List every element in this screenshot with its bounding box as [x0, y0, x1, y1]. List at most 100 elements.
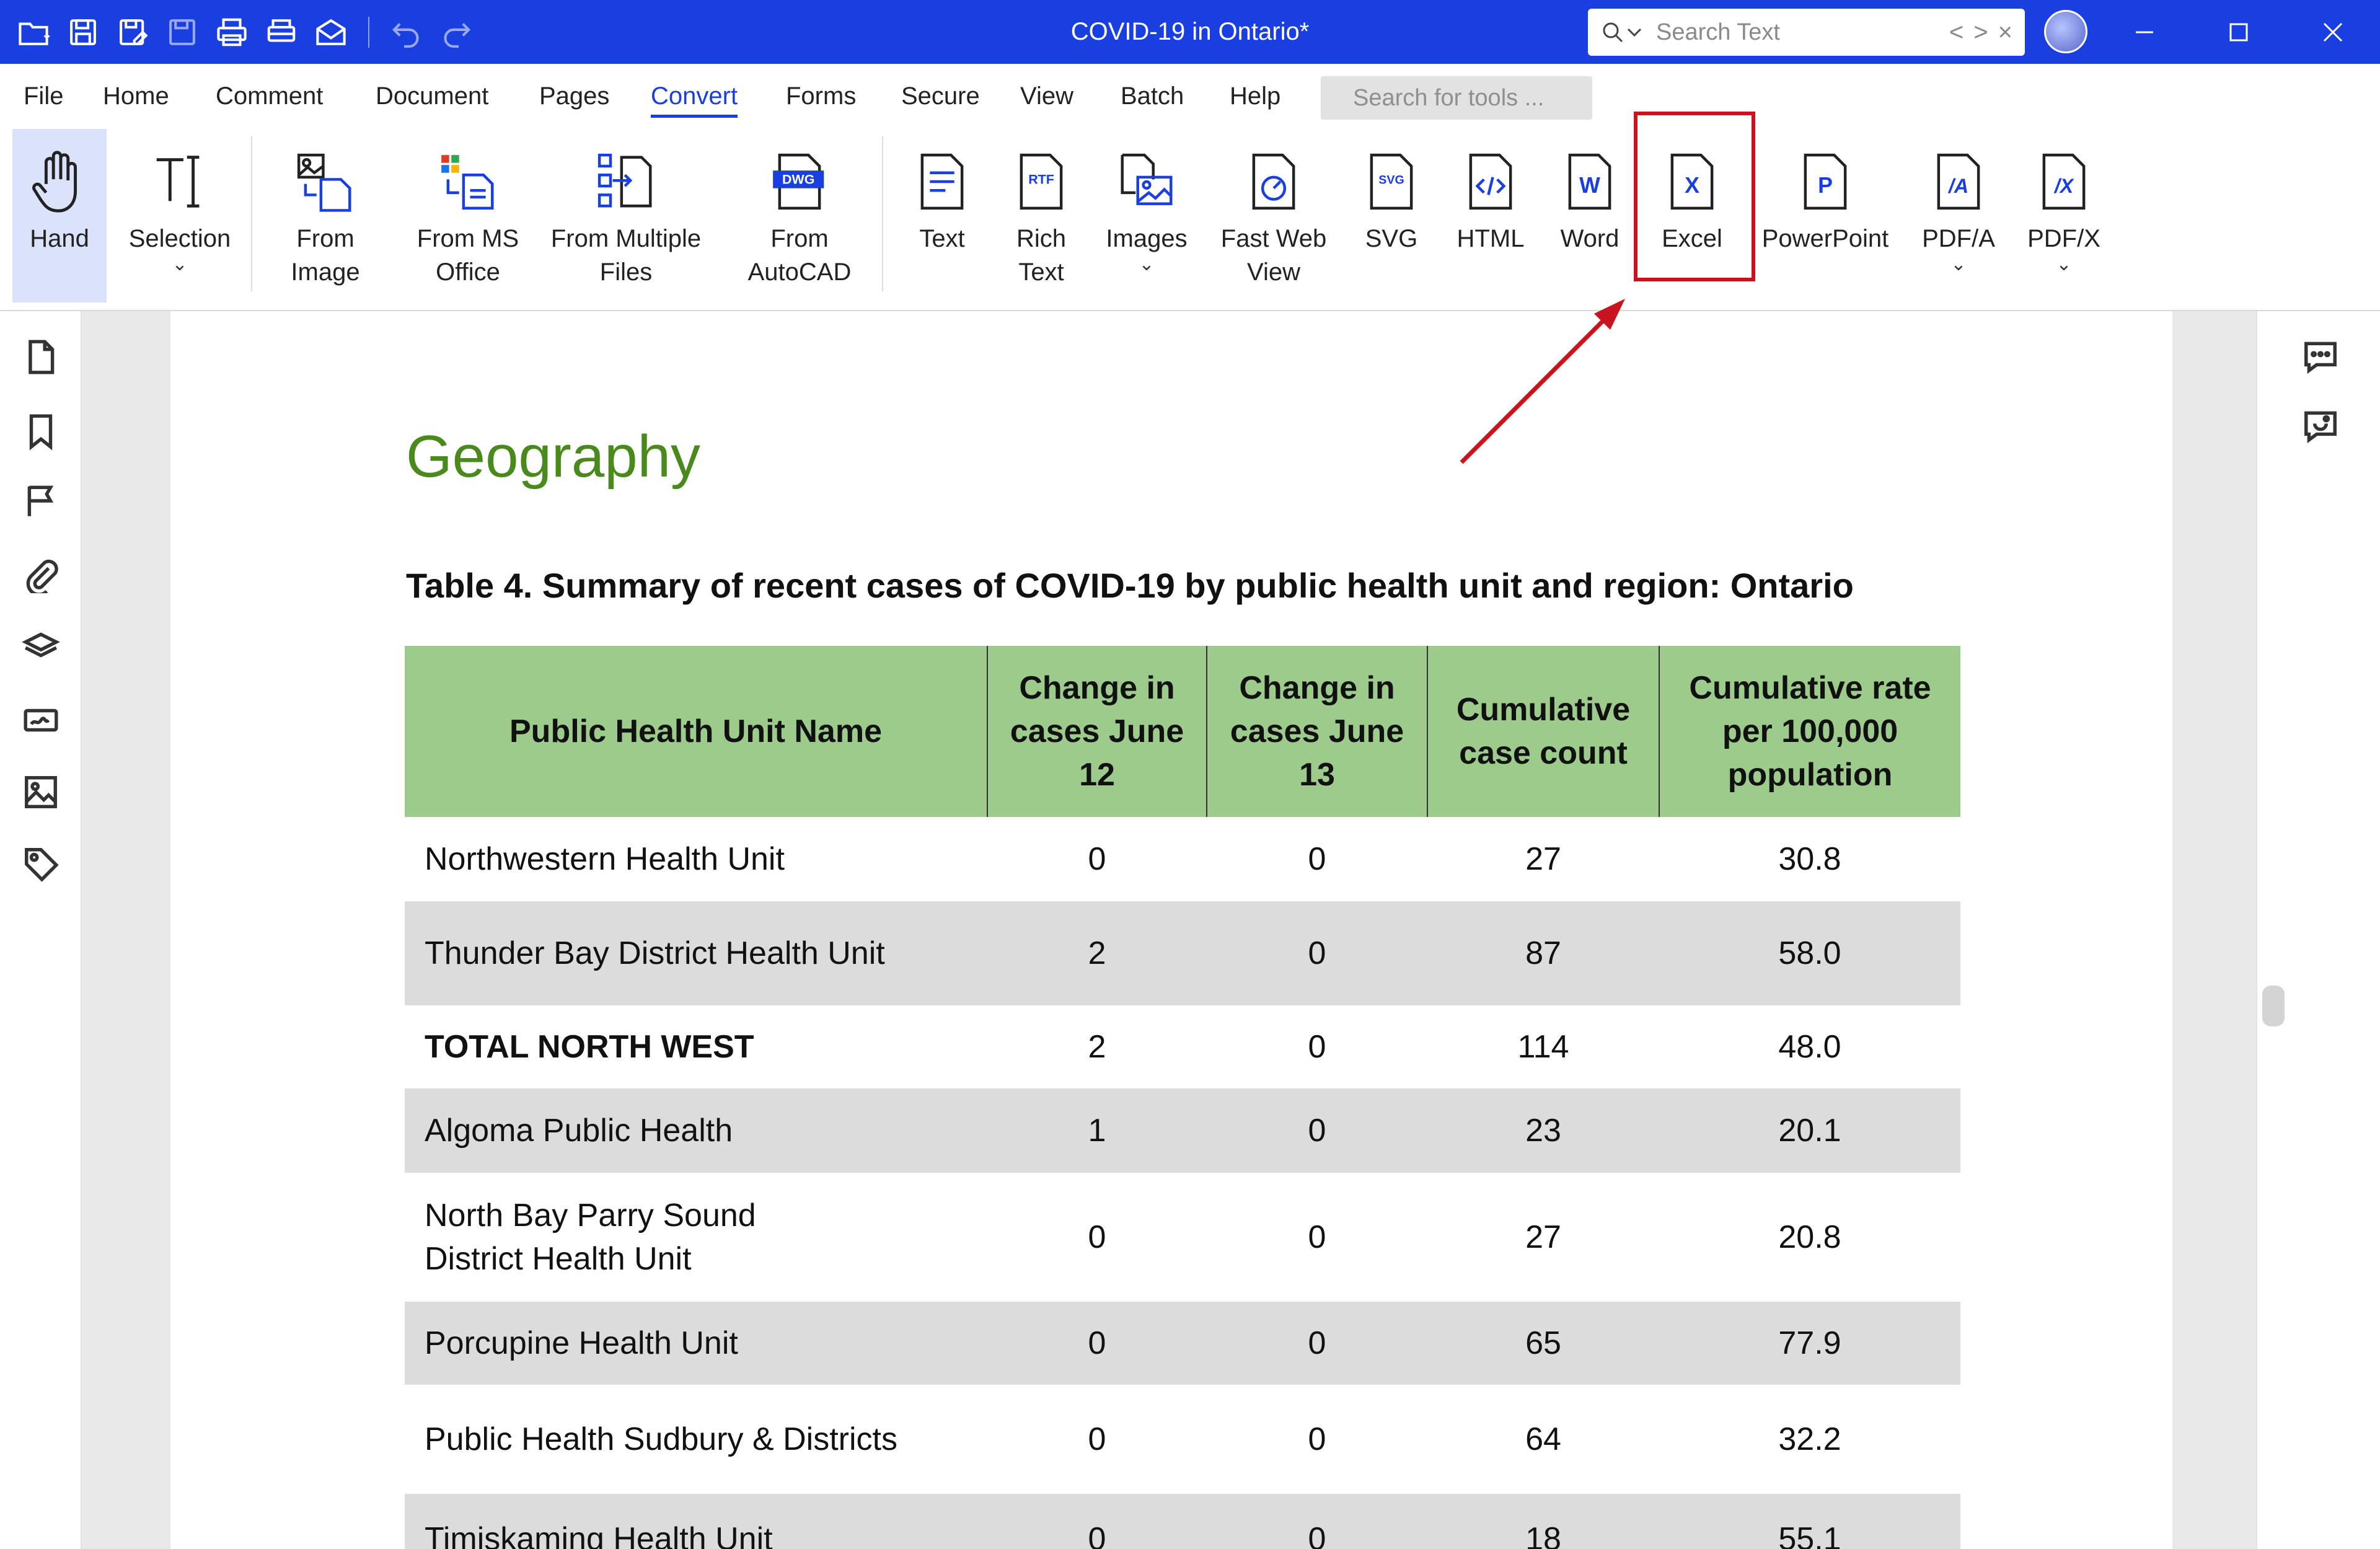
to-word-button[interactable]: W Word: [1546, 129, 1633, 302]
maximize-button[interactable]: [2202, 0, 2276, 64]
avatar[interactable]: [2044, 10, 2087, 53]
chevron-down-icon: ⌄: [1139, 254, 1155, 275]
save-as-icon[interactable]: [108, 7, 157, 57]
table-cell: 2: [1088, 1029, 1106, 1065]
menu-file[interactable]: File: [24, 82, 64, 110]
hand-tool-button[interactable]: Hand: [12, 129, 107, 302]
chevron-down-icon: ⌄: [2056, 254, 2072, 275]
signature-icon[interactable]: [20, 699, 62, 741]
search-next-icon[interactable]: >: [1973, 18, 1988, 46]
table-cell: 0: [1308, 841, 1326, 877]
table-cell: 87: [1427, 901, 1659, 1005]
table-row: Public Health Sudbury & Districts 0 0 64…: [405, 1385, 1960, 1494]
image-icon[interactable]: [20, 771, 62, 813]
table-cell: Northwestern Health Unit: [425, 841, 785, 877]
search-prev-icon[interactable]: <: [1949, 18, 1964, 46]
convert-ribbon: Hand Selection ⌄ From Image From MS Offi…: [0, 124, 2380, 311]
minimize-button[interactable]: [2107, 0, 2182, 64]
images-icon: [1109, 141, 1184, 222]
menu-home[interactable]: Home: [103, 82, 169, 110]
table-cell: 0: [1088, 1219, 1106, 1255]
to-powerpoint-button[interactable]: P PowerPoint: [1757, 129, 1893, 302]
table-cell: North Bay Parry Sound District Health Un…: [425, 1198, 756, 1277]
pointer-arrow-annotation: [1460, 299, 1625, 464]
section-heading: Geography: [406, 423, 700, 490]
excel-highlight-annotation: [1634, 112, 1755, 281]
table-cell: 0: [1308, 1421, 1326, 1457]
from-autocad-button[interactable]: DWG From AutoCAD: [731, 129, 868, 302]
menu-document[interactable]: Document: [376, 82, 489, 110]
menu-view[interactable]: View: [1020, 82, 1073, 110]
office-to-pdf-icon: [431, 141, 505, 222]
flag-icon[interactable]: [20, 480, 62, 522]
tag-icon[interactable]: [20, 843, 62, 885]
svg-text:SVG: SVG: [1378, 174, 1404, 187]
to-text-button[interactable]: Text: [899, 129, 985, 302]
table-cell: 0: [987, 1302, 1207, 1385]
from-multiple-files-button[interactable]: From Multiple Files: [545, 129, 707, 302]
menu-forms[interactable]: Forms: [786, 82, 857, 110]
hand-icon: [22, 141, 97, 222]
html-file-icon: [1453, 141, 1528, 222]
print-icon[interactable]: [207, 7, 257, 57]
scan-icon[interactable]: [257, 7, 306, 57]
svg-text:RTF: RTF: [1028, 172, 1054, 187]
open-folder-icon[interactable]: [9, 7, 58, 57]
selection-tool-button[interactable]: Selection ⌄: [118, 129, 242, 302]
rtf-file-icon: RTF: [1004, 141, 1078, 222]
menu-batch[interactable]: Batch: [1121, 82, 1184, 110]
search-text-box[interactable]: Search Text < > ×: [1588, 9, 2025, 56]
page-thumbnails-icon[interactable]: [20, 336, 62, 378]
menu-comment[interactable]: Comment: [216, 82, 324, 110]
table-row: North Bay Parry Sound District Health Un…: [405, 1173, 1960, 1302]
table-cell: Porcupine Health Unit: [405, 1302, 987, 1385]
attachment-icon[interactable]: [20, 553, 62, 595]
search-close-icon[interactable]: ×: [1998, 18, 2012, 46]
column-header: Change in cases June 13: [1206, 646, 1427, 817]
chevron-down-icon: ⌄: [172, 254, 188, 275]
to-pdfx-button[interactable]: /X PDF/X ⌄: [2017, 129, 2110, 302]
fast-web-view-button[interactable]: Fast Web View: [1212, 129, 1336, 302]
title-bar: COVID-19 in Ontario* Search Text < > ×: [0, 0, 2380, 64]
undo-icon[interactable]: [382, 7, 431, 57]
to-images-button[interactable]: Images ⌄: [1097, 129, 1196, 302]
close-button[interactable]: [2296, 0, 2370, 64]
table-cell: 65: [1427, 1302, 1659, 1385]
menu-convert[interactable]: Convert: [651, 82, 738, 118]
redo-icon[interactable]: [431, 7, 481, 57]
svg-text:P: P: [1818, 173, 1833, 198]
bookmark-icon[interactable]: [20, 410, 62, 452]
table-row: Timiskaming Health Unit 0 0 18 55.1: [405, 1494, 1960, 1549]
table-cell: 55.1: [1659, 1494, 1960, 1549]
from-image-button[interactable]: From Image: [267, 129, 384, 302]
table-cell: 114: [1517, 1029, 1569, 1065]
menu-help[interactable]: Help: [1230, 82, 1281, 110]
layers-icon[interactable]: [20, 625, 62, 667]
to-html-button[interactable]: HTML: [1447, 129, 1534, 302]
pdfx-file-icon: /X: [2027, 141, 2101, 222]
save-disabled-icon[interactable]: [157, 7, 207, 57]
table-cell: 20.8: [1778, 1219, 1841, 1255]
comment-icon[interactable]: [2299, 336, 2342, 378]
to-svg-button[interactable]: SVG SVG: [1348, 129, 1435, 302]
email-icon[interactable]: [306, 7, 356, 57]
save-icon[interactable]: [58, 7, 108, 57]
menu-secure[interactable]: Secure: [901, 82, 980, 110]
table-cell: Algoma Public Health: [405, 1088, 987, 1173]
from-ms-office-button[interactable]: From MS Office: [406, 129, 530, 302]
vertical-scrollbar[interactable]: [2262, 986, 2285, 1026]
table-cell: 58.0: [1659, 901, 1960, 1005]
table-cell: Thunder Bay District Health Unit: [405, 901, 987, 1005]
tool-search-input[interactable]: Search for tools ...: [1321, 76, 1592, 120]
ai-assistant-icon[interactable]: [2299, 405, 2342, 448]
menu-pages[interactable]: Pages: [539, 82, 610, 110]
column-header: Cumulative case count: [1427, 646, 1659, 817]
document-title: COVID-19 in Ontario*: [1070, 18, 1310, 45]
to-pdfa-button[interactable]: /A PDF/A ⌄: [1912, 129, 2005, 302]
svg-file-icon: SVG: [1354, 141, 1429, 222]
to-rich-text-button[interactable]: RTF Rich Text: [998, 129, 1085, 302]
search-input[interactable]: Search Text: [1656, 19, 1780, 45]
chevron-down-icon[interactable]: [1625, 23, 1644, 42]
to-excel-button[interactable]: X Excel: [1649, 129, 1735, 302]
column-header: Public Health Unit Name: [405, 646, 987, 817]
